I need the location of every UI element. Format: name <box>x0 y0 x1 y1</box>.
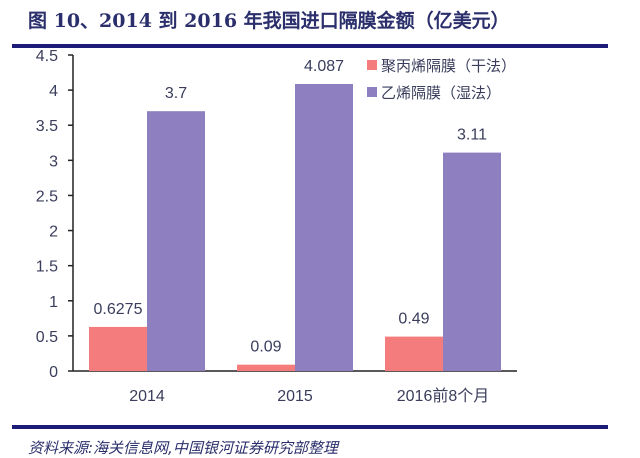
legend-label: 乙烯隔膜（湿法） <box>381 84 501 102</box>
y-tick-label: 3.5 <box>36 118 58 135</box>
data-label: 0.49 <box>398 311 429 328</box>
bar-dry <box>385 336 443 371</box>
y-tick-label: 1.5 <box>36 259 58 276</box>
y-tick-label: 4 <box>49 83 58 100</box>
data-label: 0.6275 <box>94 301 143 318</box>
bar-wet <box>147 111 205 371</box>
data-label: 3.11 <box>457 127 487 144</box>
top-divider <box>12 44 608 48</box>
legend-label: 聚丙烯隔膜（干法） <box>381 57 516 75</box>
legend-swatch <box>367 87 377 97</box>
y-tick-label: 2 <box>49 224 58 241</box>
data-label: 0.09 <box>250 339 281 356</box>
x-tick-label: 2015 <box>277 388 313 405</box>
legend-swatch <box>367 60 377 70</box>
y-tick-label: 2.5 <box>36 188 58 205</box>
source-note: 资料来源:海关信息网,中国银河证券研究部整理 <box>28 439 338 457</box>
x-tick-label: 2014 <box>129 388 165 405</box>
y-tick-label: 1 <box>49 294 58 311</box>
y-tick-label: 3 <box>49 153 58 170</box>
bar-wet <box>295 84 353 372</box>
y-tick-label: 0 <box>49 364 58 381</box>
bar-dry <box>89 326 147 371</box>
x-tick-label: 2016前8个月 <box>397 387 490 405</box>
data-label: 3.7 <box>165 85 187 102</box>
bar-dry <box>237 364 295 371</box>
bottom-divider <box>12 425 608 429</box>
bar-chart: 0 0.5 1 1.5 2 2.5 3 3.5 4 4.5 0.6275 3.7 2014 0.09 4.0… <box>36 48 517 405</box>
y-tick-label: 4.5 <box>36 48 58 65</box>
chart-title: 图 10、2014 到 2016 年我国进口隔膜金额（亿美元） <box>28 10 510 32</box>
bar-wet <box>443 152 501 371</box>
data-label: 4.087 <box>304 58 344 75</box>
y-tick-label: 0.5 <box>36 329 58 346</box>
